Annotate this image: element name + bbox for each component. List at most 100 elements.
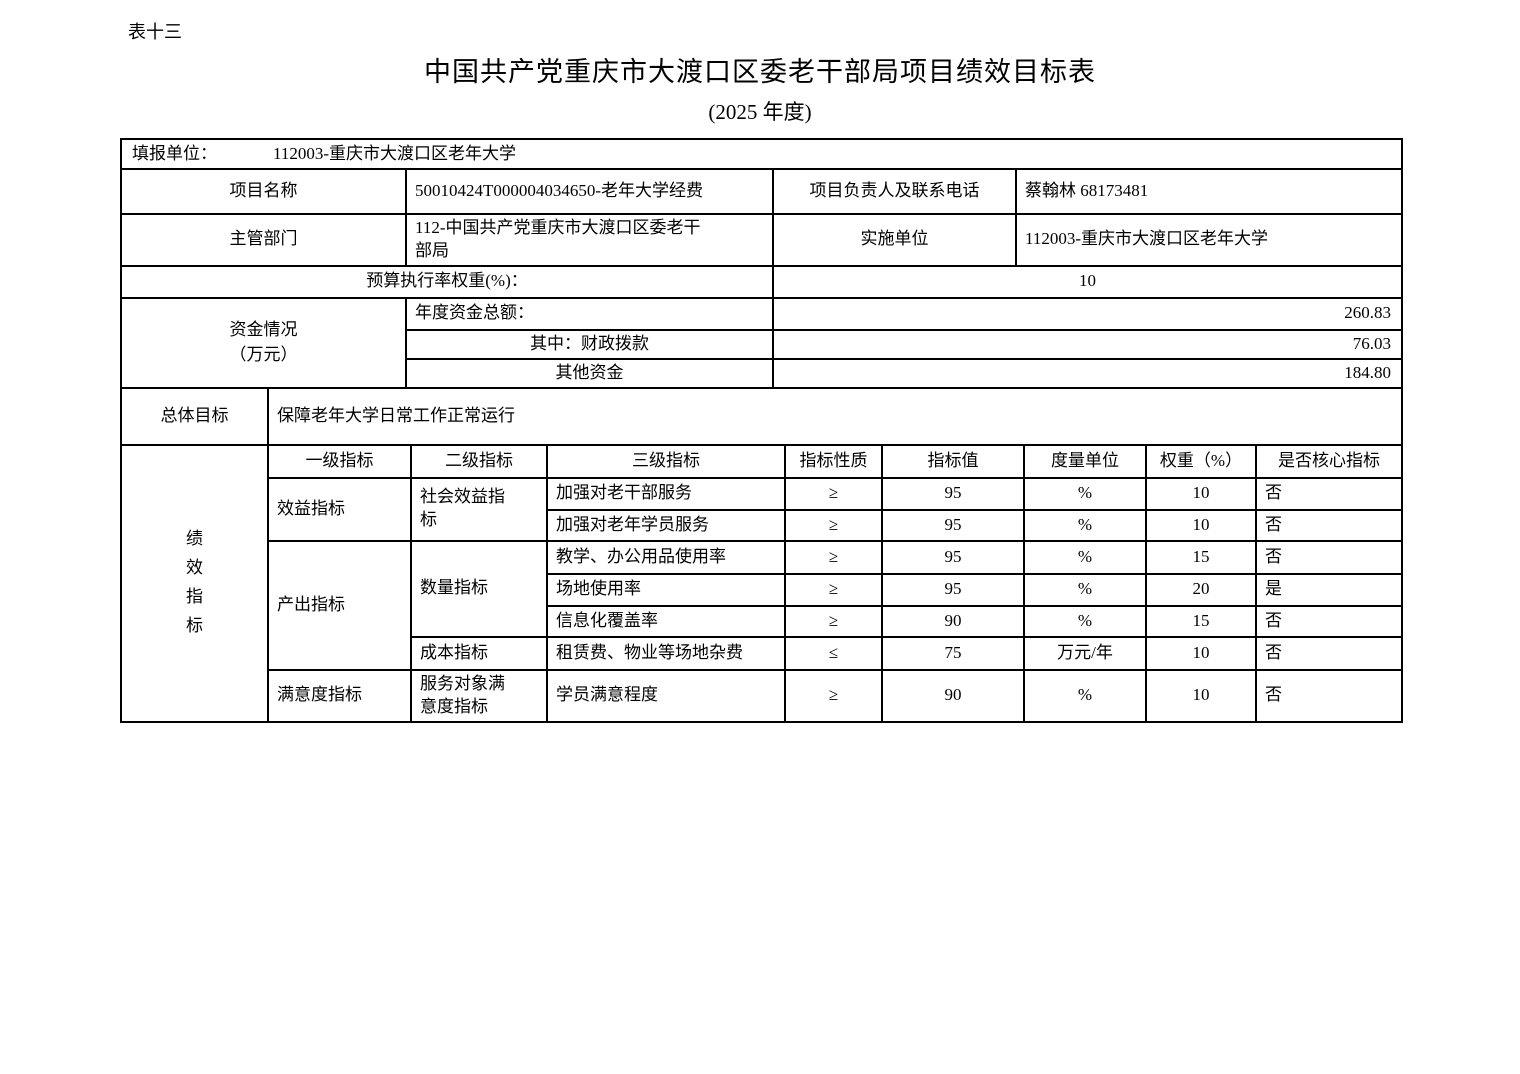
header-core: 是否核心指标: [1255, 443, 1403, 479]
indicator-row: 产出指标 数量指标 教学、办公用品使用率 ≥ 95 % 15 否: [121, 539, 1403, 671]
reporting-unit-value: 112003-重庆市大渡口区老年大学: [273, 143, 517, 163]
overall-goal-label: 总体目标: [120, 386, 269, 446]
indicator-level3: 学员满意程度: [546, 668, 786, 723]
indicator-level2: 服务对象满意度指标: [410, 668, 548, 723]
indicator-row: 信息化覆盖率 ≥ 90 % 15 否: [121, 604, 1403, 638]
indicator-core: 否: [1255, 604, 1403, 638]
indicator-value: 90: [881, 668, 1025, 723]
indicator-level1: 产出指标: [267, 539, 412, 671]
funds-section-cell: 资金情况（万元）: [120, 296, 407, 389]
indicator-core: 否: [1255, 635, 1403, 671]
indicator-weight: 10: [1145, 508, 1257, 542]
indicator-value: 95: [881, 572, 1025, 607]
indicator-unit: %: [1023, 668, 1147, 723]
header-nature: 指标性质: [784, 443, 883, 479]
project-manager-label: 项目负责人及联系电话: [772, 168, 1017, 215]
indicator-weight: 10: [1145, 635, 1257, 671]
project-name-value: 50010424T000004034650-老年大学经费: [405, 168, 774, 215]
indicator-nature: ≥: [784, 508, 883, 542]
indicators-table: 总体目标 保障老年大学日常工作正常运行 绩效指标 一级指标 二级指标 三级指标 …: [120, 386, 1403, 723]
funds-total-row: 资金情况（万元） 年度资金总额： 260.83: [120, 296, 1404, 389]
funds-section-label: 资金情况（万元）: [229, 320, 298, 364]
indicator-level1: 满意度指标: [267, 668, 412, 723]
header-level3: 三级指标: [546, 443, 786, 479]
implementing-unit-value: 112003-重庆市大渡口区老年大学: [1014, 213, 1404, 267]
header-level1: 一级指标: [267, 443, 412, 479]
indicator-nature: ≥: [784, 604, 883, 638]
indicator-level3: 租赁费、物业等场地杂费: [546, 635, 786, 671]
indicator-unit: %: [1023, 539, 1147, 575]
indicator-unit: 万元/年: [1023, 635, 1147, 671]
department-label: 主管部门: [120, 213, 407, 267]
project-name-label: 项目名称: [120, 168, 407, 215]
indicator-level3: 教学、办公用品使用率: [546, 539, 786, 575]
project-name-row: 项目名称 50010424T000004034650-老年大学经费 项目负责人及…: [120, 168, 1404, 215]
reporting-unit-label: 填报单位：: [132, 143, 217, 163]
budget-weight-row: 预算执行率权重(%)： 10: [120, 264, 1404, 299]
indicator-nature: ≥: [784, 539, 883, 575]
funds-other-row: 其他资金 184.80: [121, 357, 1404, 389]
indicator-value: 95: [881, 539, 1025, 575]
indicator-core: 否: [1255, 508, 1403, 542]
funds-other-label: 其他资金: [405, 357, 774, 389]
page-subtitle: (2025 年度): [708, 100, 812, 124]
page-title: 中国共产党重庆市大渡口区委老干部局项目绩效目标表: [424, 57, 1096, 87]
budget-weight-label: 预算执行率权重(%)：: [120, 264, 774, 299]
indicator-row: 场地使用率 ≥ 95 % 20 是: [121, 572, 1403, 607]
indicator-weight: 15: [1145, 539, 1257, 575]
corner-label: 表十三: [128, 22, 182, 42]
performance-section-label: 绩效指标: [186, 529, 203, 636]
header-weight: 权重（%）: [1145, 443, 1257, 479]
indicator-value: 95: [881, 508, 1025, 542]
indicator-value: 90: [881, 604, 1025, 638]
indicator-nature: ≥: [784, 668, 883, 723]
indicator-core: 否: [1255, 476, 1403, 511]
indicator-weight: 15: [1145, 604, 1257, 638]
indicator-weight: 10: [1145, 668, 1257, 723]
indicator-row: 成本指标 租赁费、物业等场地杂费 ≤ 75 万元/年 10 否: [121, 635, 1403, 671]
reporting-unit-cell: 填报单位： 112003-重庆市大渡口区老年大学: [119, 138, 1404, 170]
indicator-unit: %: [1023, 476, 1147, 511]
budget-weight-value: 10: [771, 264, 1404, 299]
department-value-text: 112-中国共产党重庆市大渡口区委老干部局: [415, 218, 701, 260]
reporting-unit-row: 填报单位： 112003-重庆市大渡口区老年大学: [119, 138, 1404, 170]
indicator-level3: 场地使用率: [546, 572, 786, 607]
overall-goal-value: 保障老年大学日常工作正常运行: [267, 386, 1403, 446]
indicators-header-row: 绩效指标 一级指标 二级指标 三级指标 指标性质 指标值 度量单位 权重（%） …: [120, 443, 1403, 723]
indicator-value: 95: [881, 476, 1025, 511]
funds-total-value: 260.83: [771, 296, 1404, 331]
header-level2: 二级指标: [410, 443, 548, 479]
indicator-row: 满意度指标 服务对象满意度指标 学员满意程度 ≥ 90 % 10 否: [121, 668, 1403, 723]
indicator-unit: %: [1023, 604, 1147, 638]
document-table-area: 填报单位： 112003-重庆市大渡口区老年大学 项目名称 50010424T00…: [119, 138, 1404, 723]
funds-other-value: 184.80: [771, 357, 1404, 389]
indicator-nature: ≥: [784, 572, 883, 607]
indicator-level2: 数量指标: [410, 539, 548, 638]
header-unit: 度量单位: [1023, 443, 1147, 479]
overall-goal-row: 总体目标 保障老年大学日常工作正常运行: [120, 386, 1403, 446]
indicator-row: 效益指标 社会效益指标 加强对老干部服务 ≥ 95 % 10 否: [121, 476, 1403, 542]
indicator-level1: 效益指标: [267, 476, 412, 542]
department-row: 主管部门 112-中国共产党重庆市大渡口区委老干部局 实施单位 112003-重…: [120, 213, 1404, 267]
project-manager-value: 蔡翰林 68173481: [1014, 168, 1404, 215]
funds-fiscal-value: 76.03: [771, 328, 1404, 360]
indicator-nature: ≥: [784, 476, 883, 511]
funds-fiscal-row: 其中：财政拨款 76.03: [121, 328, 1404, 360]
indicator-unit: %: [1023, 508, 1147, 542]
implementing-unit-label: 实施单位: [772, 213, 1017, 267]
funds-total-label: 年度资金总额：: [405, 296, 774, 331]
indicator-weight: 20: [1145, 572, 1257, 607]
indicator-level2: 社会效益指标: [410, 476, 548, 542]
indicator-level2-text: 服务对象满意度指标: [420, 673, 505, 716]
header-value: 指标值: [881, 443, 1025, 479]
indicator-level2-text: 社会效益指标: [420, 487, 505, 530]
indicator-level3: 加强对老干部服务: [546, 476, 786, 511]
indicator-core: 否: [1255, 539, 1403, 575]
indicator-row: 加强对老年学员服务 ≥ 95 % 10 否: [121, 508, 1403, 542]
performance-section-cell: 绩效指标: [120, 443, 269, 723]
indicator-nature: ≤: [784, 635, 883, 671]
indicator-unit: %: [1023, 572, 1147, 607]
indicator-weight: 10: [1145, 476, 1257, 511]
indicator-value: 75: [881, 635, 1025, 671]
indicator-level2: 成本指标: [410, 635, 548, 671]
